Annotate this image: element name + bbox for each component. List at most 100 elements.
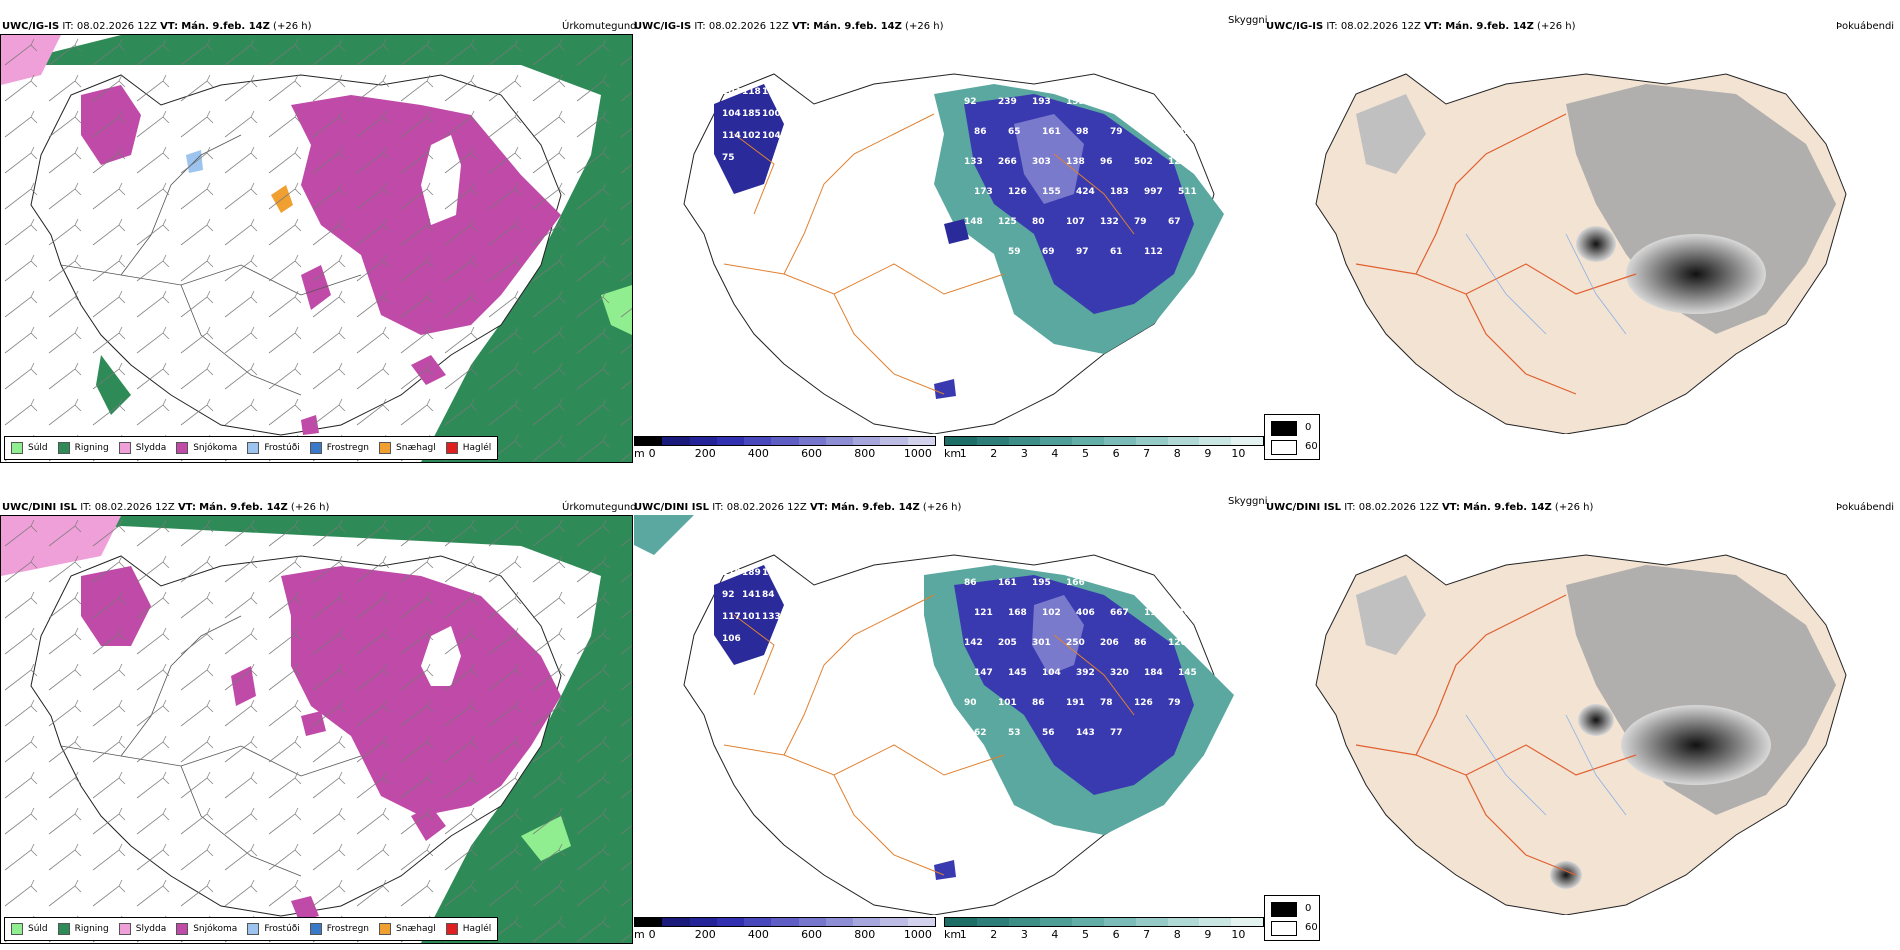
cloud-base-label: 126 <box>1008 187 1027 197</box>
cloud-base-label: 209 <box>1100 97 1119 107</box>
colorbar-cell <box>635 918 663 926</box>
cloud-base-label: 78 <box>1100 698 1113 708</box>
legend-item: Frostregn <box>309 923 369 935</box>
legend-swatch <box>247 442 260 454</box>
cloud-base-label: 102 <box>1042 608 1061 618</box>
cloud-base-label: 98 <box>1076 127 1089 137</box>
cloud-base-label: 86 <box>964 578 977 588</box>
cloud-base-label: 206 <box>1100 638 1119 648</box>
cloud-base-label: 143 <box>1076 728 1095 738</box>
colorbar-cell <box>716 437 745 445</box>
colorbar-cell <box>880 918 908 926</box>
colorbar-cell <box>907 437 935 445</box>
panel-label-fog: Þokuábendi <box>1836 21 1895 32</box>
cloud-base-label: 173 <box>974 187 993 197</box>
colorbar-cell <box>853 437 881 445</box>
colorbar-cell <box>771 918 799 926</box>
legend-swatch <box>118 923 131 935</box>
panel-title: UWC/DINI ISL IT: 08.02.2026 12Z VT: Mán.… <box>1266 502 1594 513</box>
cloud-base-label: 53 <box>1008 728 1021 738</box>
cloud-base-label: 145 <box>1178 668 1197 678</box>
colorbar-cell <box>1231 918 1263 926</box>
colorbar-tick: 200 <box>694 928 716 941</box>
cloud-base-label: 79 <box>1110 127 1123 137</box>
legend-item: Snjókoma <box>176 923 237 935</box>
precip-type-legend: Súld Rigning Slydda Snjókoma Frostúði Fr… <box>4 917 499 941</box>
legend-swatch <box>11 923 23 935</box>
fog-legend: 0 60 <box>1264 895 1320 941</box>
colorbar-unit: km <box>944 928 962 941</box>
cloud-base-label: 133 <box>1134 97 1153 107</box>
colorbar-cell <box>976 437 1009 445</box>
colorbar-tick: 400 <box>747 928 769 941</box>
precip-type-legend: Súld Rigning Slydda Snjókoma Frostúði Fr… <box>4 436 499 460</box>
colorbar-cell <box>1072 918 1104 926</box>
panel-title: UWC/IG-IS IT: 08.02.2026 12Z VT: Mán. 9.… <box>634 21 944 32</box>
colorbar-cell <box>1231 437 1263 445</box>
colorbar-cell <box>662 918 690 926</box>
cloud-base-label: 49 <box>974 247 987 257</box>
legend-swatch <box>11 442 23 454</box>
cloud-base-label: 667 <box>1110 608 1129 618</box>
colorbar-tick: 9 <box>1204 928 1212 941</box>
legend-swatch <box>445 923 458 935</box>
cloud-base-label: 168 <box>1008 608 1027 618</box>
colorbar-cell <box>771 437 799 445</box>
colorbar-tick: 200 <box>694 447 716 460</box>
colorbar-tick: 600 <box>801 928 823 941</box>
legend-swatch <box>445 442 458 454</box>
cloud-base-label: 67 <box>1168 217 1181 227</box>
fog-index-map[interactable] <box>1266 34 1896 434</box>
cloud-base-label: 133 <box>762 612 781 622</box>
colorbar-tick: 0 <box>648 928 656 941</box>
visibility-map[interactable]: 118 189 133 92 141 84 117 101 133 106 86 161 195 166 1… <box>634 515 1264 915</box>
panel-label-precip-type: Úrkomutegund <box>562 502 637 513</box>
fog-index-map[interactable] <box>1266 515 1896 915</box>
cloud-base-label: 132 <box>1100 217 1119 227</box>
fog-swatch-dark <box>1271 902 1297 917</box>
cloud-base-label: 161 <box>998 578 1017 588</box>
precip-type-map[interactable] <box>0 515 633 944</box>
legend-item: Frostregn <box>309 442 369 454</box>
colorbar-tick: 6 <box>1112 447 1120 460</box>
cloud-base-label: 125 <box>998 217 1017 227</box>
colorbar-cell <box>945 437 977 445</box>
cloud-base-label: 166 <box>1066 578 1085 588</box>
colorbar-tick: 2 <box>990 447 998 460</box>
colorbar-tick: 5 <box>1082 447 1089 460</box>
colorbar-cell <box>1103 437 1136 445</box>
legend-item: Súld <box>11 442 48 454</box>
model-name: UWC/IG-IS <box>2 21 60 32</box>
fog-swatch-dark <box>1271 421 1297 436</box>
cloud-base-label: 79 <box>1134 217 1147 227</box>
colorbar-cell <box>853 918 881 926</box>
colorbar-cell <box>1167 437 1200 445</box>
cloud-base-label: 65 <box>1008 127 1021 137</box>
cloud-base-label: 302 <box>1178 608 1197 618</box>
legend-item: Haglél <box>445 923 491 935</box>
cloud-base-label: 148 <box>964 217 983 227</box>
colorbar-tick: 400 <box>747 447 769 460</box>
precip-type-map[interactable] <box>0 34 633 463</box>
colorbar-cell <box>1008 918 1041 926</box>
colorbar-cell <box>1135 918 1168 926</box>
cloud-base-label: 96 <box>1100 157 1113 167</box>
visibility-map[interactable]: 203 118 146 104 185 100 114 102 104 75 92 239 193 159… <box>634 34 1264 434</box>
legend-swatch <box>379 442 392 454</box>
cloud-base-label: 502 <box>1134 157 1153 167</box>
legend-item: Súld <box>11 923 48 935</box>
cloud-base-label: 141 <box>742 590 761 600</box>
cloud-base-label: 101 <box>998 698 1017 708</box>
cloud-base-label: 193 <box>1032 97 1051 107</box>
cloud-base-label: 159 <box>1066 97 1085 107</box>
colorbar-cell <box>798 437 826 445</box>
cloud-base-label: 205 <box>998 638 1017 648</box>
colorbar-cell <box>744 918 772 926</box>
cloud-base-label: 142 <box>964 638 983 648</box>
legend-item: Frostúði <box>247 442 300 454</box>
legend-item: Snæhagl <box>379 923 436 935</box>
panel-label-fog: Þokuábendi <box>1836 502 1895 513</box>
colorbar-cell <box>1072 437 1104 445</box>
